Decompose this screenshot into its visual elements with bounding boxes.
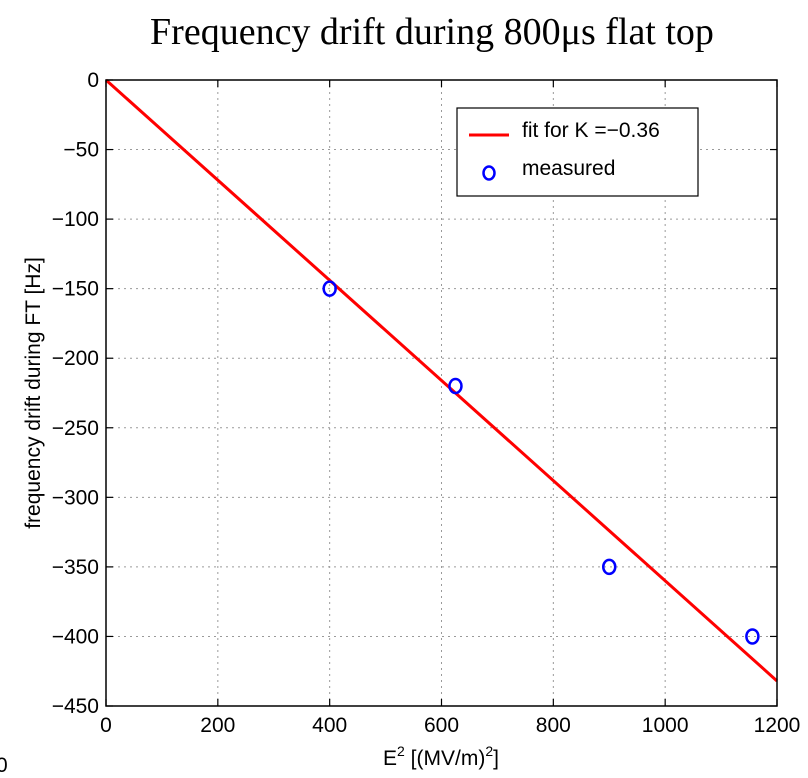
measured-point xyxy=(322,280,337,297)
x-tick-label: 200 xyxy=(200,714,235,737)
measured-point xyxy=(602,558,617,576)
x-axis-label-sup2: 2 xyxy=(485,743,493,759)
x-tick-label: 1000 xyxy=(642,714,689,737)
x-axis-label-base: E xyxy=(383,747,397,770)
y-axis-label: frequency drift during FT [Hz] xyxy=(22,257,45,529)
y-tick-label: −50 xyxy=(63,139,99,162)
fit-line xyxy=(104,78,779,683)
y-tick-label: −300 xyxy=(52,486,99,509)
y-tick-label: −100 xyxy=(52,208,99,231)
legend-marker-swatch xyxy=(482,165,496,181)
x-tick-label: 1200 xyxy=(754,714,801,737)
x-axis-label: E2 [(MV/m)2] xyxy=(383,743,499,770)
x-tick-label: 0 xyxy=(100,714,112,737)
plot-series xyxy=(104,78,779,683)
y-tick-label: −150 xyxy=(52,278,99,301)
x-axis-label-rest: [(MV/m) xyxy=(405,747,485,770)
y-tick-label: −350 xyxy=(52,556,99,579)
measured-point xyxy=(448,377,463,395)
chart-title: Frequency drift during 800μs flat top xyxy=(150,11,714,53)
x-tick-label: 400 xyxy=(312,714,347,737)
axis-ticks: 0 200 400 600 800 1000 1200 0 −50 −100 −150 −200 −25… xyxy=(52,69,801,737)
legend-label: measured xyxy=(522,157,615,180)
x-tick-label: 600 xyxy=(424,714,459,737)
edge-text: 0 xyxy=(0,754,8,777)
legend: fit for K =−0.36 measured xyxy=(456,107,699,197)
y-tick-label: −250 xyxy=(52,417,99,440)
x-tick-label: 800 xyxy=(536,714,571,737)
legend-label: fit for K =−0.36 xyxy=(522,119,660,142)
y-tick-label: −200 xyxy=(52,347,99,370)
measured-point xyxy=(745,628,760,645)
y-tick-label: −450 xyxy=(52,695,99,718)
y-tick-label: −400 xyxy=(52,625,99,648)
x-axis-label-close: ] xyxy=(493,747,499,770)
y-tick-label: 0 xyxy=(87,69,99,92)
legend-box xyxy=(456,107,699,197)
x-axis-label-sup: 2 xyxy=(397,743,405,759)
